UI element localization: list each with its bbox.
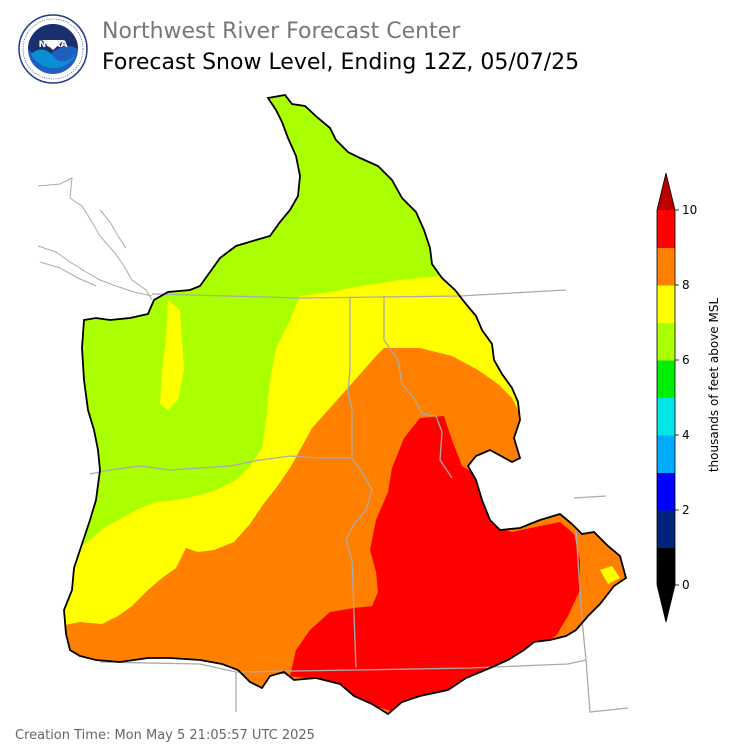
zone-9-10 [290, 416, 580, 712]
organization-title: Northwest River Forecast Center [102, 19, 461, 44]
zone-7-8-tongue [160, 300, 184, 410]
zone-7-8-east-spot [600, 566, 620, 584]
state-borders [89, 289, 629, 713]
creation-time: Creation Time: Mon May 5 21:05:57 UTC 20… [15, 728, 315, 743]
map-title: Forecast Snow Level, Ending 12Z, 05/07/2… [102, 50, 580, 75]
noaa-logo-text: NOAA [39, 40, 68, 50]
noaa-logo: NOAA [18, 14, 88, 84]
